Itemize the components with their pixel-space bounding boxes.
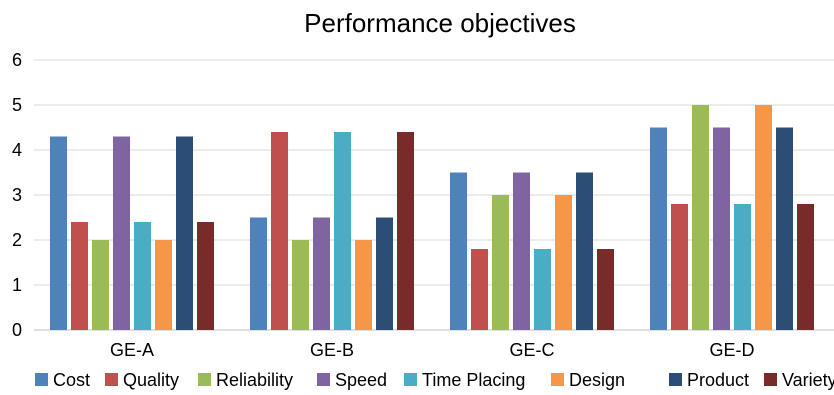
chart-title: Performance objectives	[304, 8, 576, 38]
bar-design-ge-b	[355, 240, 372, 330]
legend-label: Product	[687, 370, 749, 390]
legend-label: Speed	[335, 370, 387, 390]
bar-speed-ge-d	[713, 127, 730, 330]
x-category-label: GE-B	[310, 340, 354, 360]
x-axis-categories: GE-A GE-B GE-C GE-D	[110, 340, 755, 360]
bar-cost-ge-d	[650, 127, 667, 330]
x-category-label: GE-A	[110, 340, 154, 360]
bar-speed-ge-c	[513, 172, 530, 330]
legend-swatch-time-placing	[404, 373, 417, 386]
bar-product-ge-a	[176, 136, 193, 330]
bar-quality-ge-d	[671, 204, 688, 330]
bar-product-ge-d	[776, 127, 793, 330]
y-tick-label: 3	[12, 185, 22, 205]
legend-swatch-reliability	[198, 373, 211, 386]
bar-cost-ge-c	[450, 172, 467, 330]
legend-label: Design	[569, 370, 625, 390]
y-tick-label: 1	[12, 275, 22, 295]
bar-time-placing-ge-c	[534, 249, 551, 330]
bar-speed-ge-a	[113, 136, 130, 330]
bar-time-placing-ge-b	[334, 132, 351, 330]
legend-swatch-quality	[105, 373, 118, 386]
bar-cost-ge-a	[50, 136, 67, 330]
bar-product-ge-c	[576, 172, 593, 330]
bar-design-ge-d	[755, 105, 772, 330]
x-category-label: GE-D	[710, 340, 755, 360]
legend-swatch-product	[669, 373, 682, 386]
bar-design-ge-a	[155, 240, 172, 330]
y-tick-label: 5	[12, 95, 22, 115]
bar-time-placing-ge-d	[734, 204, 751, 330]
y-tick-label: 6	[12, 50, 22, 70]
bar-quality-ge-b	[271, 132, 288, 330]
bar-time-placing-ge-a	[134, 222, 151, 330]
y-axis-ticks: 0 1 2 3 4 5 6	[12, 50, 22, 340]
bar-design-ge-c	[555, 195, 572, 330]
bar-variety-ge-b	[397, 132, 414, 330]
legend-label: Cost	[53, 370, 90, 390]
bar-variety-ge-d	[797, 204, 814, 330]
bars	[50, 105, 814, 330]
legend-label: Reliability	[216, 370, 293, 390]
bar-reliability-ge-a	[92, 240, 109, 330]
bar-cost-ge-b	[250, 217, 267, 330]
bar-variety-ge-a	[197, 222, 214, 330]
legend-swatch-variety	[764, 373, 777, 386]
y-tick-label: 2	[12, 230, 22, 250]
y-tick-label: 0	[12, 320, 22, 340]
legend-swatch-cost	[35, 373, 48, 386]
x-category-label: GE-C	[510, 340, 555, 360]
bar-quality-ge-a	[71, 222, 88, 330]
bar-reliability-ge-c	[492, 195, 509, 330]
bar-speed-ge-b	[313, 217, 330, 330]
legend-label: Quality	[123, 370, 179, 390]
bar-quality-ge-c	[471, 249, 488, 330]
legend-label: Variety	[782, 370, 834, 390]
legend-swatch-design	[551, 373, 564, 386]
legend: Cost Quality Reliability Speed Time Placing D…	[35, 370, 834, 390]
bar-product-ge-b	[376, 217, 393, 330]
legend-label: Time Placing	[422, 370, 525, 390]
legend-swatch-speed	[317, 373, 330, 386]
bar-reliability-ge-d	[692, 105, 709, 330]
bar-reliability-ge-b	[292, 240, 309, 330]
y-tick-label: 4	[12, 140, 22, 160]
bar-variety-ge-c	[597, 249, 614, 330]
